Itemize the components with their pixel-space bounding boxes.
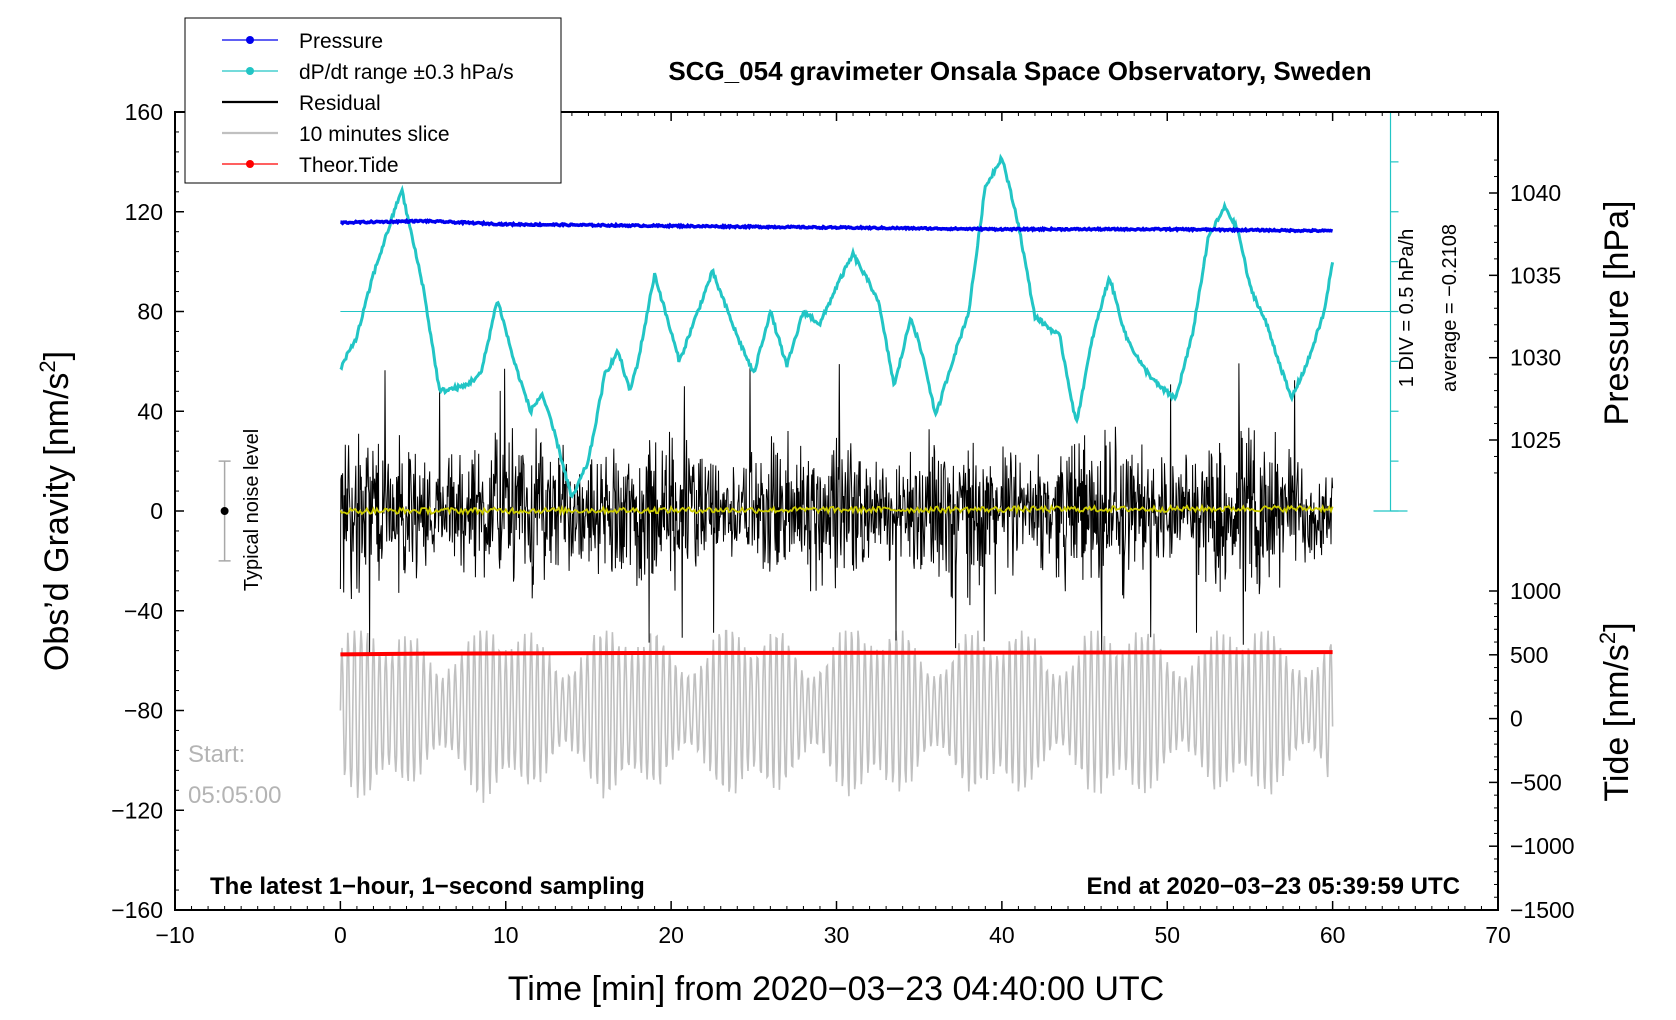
residual-series [339, 363, 1334, 655]
tide-tick-label: −500 [1510, 769, 1562, 795]
tide-tick-label: 0 [1510, 706, 1523, 732]
mean-series [339, 503, 1334, 517]
y-axis-label-sup: 2 [35, 360, 60, 372]
y-tick-label: −120 [111, 797, 163, 823]
tide-tick-label: 1000 [1510, 578, 1561, 604]
legend-label: Residual [299, 92, 381, 115]
dpdt-scale-label: 1 DIV = 0.5 hPa/h [1396, 229, 1418, 387]
tide-tick-label: −1000 [1510, 833, 1575, 859]
pressure-axis-ticks: 1025 1030 1035 1040 [1489, 159, 1561, 474]
y-tick-label: 80 [137, 299, 163, 325]
legend-swatch-marker [246, 67, 254, 75]
tide-tick-label: −1500 [1510, 897, 1575, 923]
y-tick-label: 160 [125, 99, 163, 125]
residual-line [339, 363, 1334, 655]
noise-center-dot [220, 507, 229, 515]
x-tick-label: 0 [334, 922, 347, 948]
tide-axis-label-text: Tide [nm/s [1598, 644, 1636, 801]
dpdt-series [339, 153, 1335, 499]
noise-level-marker [218, 460, 231, 562]
tide-axis-label-close: ] [1598, 622, 1636, 631]
pressure-series [340, 217, 1334, 234]
y-axis-ticks: −160 −120 −80 −40 0 40 80 120 160 [111, 99, 184, 923]
legend-swatch-marker [246, 36, 254, 44]
y-axis-label-text: Obs’d Gravity [nm/s [38, 373, 76, 672]
pressure-tick-label: 1040 [1510, 180, 1561, 206]
legend-label: Theor.Tide [299, 154, 399, 177]
footer-left-label: The latest 1−hour, 1−second sampling [210, 873, 645, 900]
y-tick-label: −160 [111, 897, 163, 923]
pressure-tick-label: 1035 [1510, 262, 1561, 288]
x-tick-label: 60 [1320, 922, 1346, 948]
y-axis-label-close: ] [38, 351, 76, 360]
x-axis-ticks: −10 0 10 20 30 40 50 60 70 [155, 112, 1511, 948]
tide-slice-series [339, 629, 1334, 803]
legend: Pressure dP/dt range ±0.3 hPa/s Residual 10… [184, 17, 562, 184]
x-tick-label: 10 [493, 922, 519, 948]
start-label: Start: [188, 741, 245, 768]
tide-slice-line [339, 629, 1334, 803]
x-tick-label: 20 [658, 922, 684, 948]
pressure-axis-label: Pressure [hPa] [1598, 201, 1636, 426]
noise-level-label: Typical noise level [241, 429, 263, 591]
pressure-tick-label: 1030 [1510, 345, 1561, 371]
theor-tide-series [340, 650, 1333, 657]
x-tick-label: −10 [155, 922, 194, 948]
y-tick-label: 120 [125, 199, 163, 225]
y-tick-label: 40 [137, 398, 163, 424]
pressure-tick-label: 1025 [1510, 427, 1561, 453]
theor-tide-line [340, 650, 1333, 657]
y-tick-label: 0 [150, 498, 163, 524]
x-tick-label: 40 [989, 922, 1015, 948]
x-tick-label: 50 [1154, 922, 1180, 948]
chart-title: SCG_054 gravimeter Onsala Space Observat… [668, 56, 1371, 86]
x-tick-label: 70 [1485, 922, 1511, 948]
footer-right-label: End at 2020−03−23 05:39:59 UTC [1086, 873, 1460, 900]
dpdt-average-label: average = −0.2108 [1439, 224, 1461, 392]
legend-label: Pressure [299, 30, 383, 53]
legend-box [184, 17, 562, 184]
tide-axis-label-sup: 2 [1595, 632, 1620, 644]
start-time: 05:05:00 [188, 782, 281, 809]
mean-line [339, 503, 1334, 517]
y-tick-label: −40 [124, 598, 163, 624]
dpdt-line [339, 153, 1335, 499]
legend-label: dP/dt range ±0.3 hPa/s [299, 61, 514, 84]
pressure-line [340, 217, 1334, 234]
x-axis-label: Time [min] from 2020−03−23 04:40:00 UTC [508, 970, 1164, 1008]
y-tick-label: −80 [124, 698, 163, 724]
tide-tick-label: 500 [1510, 642, 1548, 668]
legend-label: 10 minutes slice [299, 123, 450, 146]
tide-axis-label: Tide [nm/s2] [1595, 622, 1636, 801]
y-axis-label: Obs’d Gravity [nm/s2] [35, 351, 76, 671]
tide-axis-ticks: −1500 −1000 −500 0 500 1000 [1489, 578, 1575, 923]
x-tick-label: 30 [824, 922, 850, 948]
legend-swatch-marker [246, 160, 254, 168]
